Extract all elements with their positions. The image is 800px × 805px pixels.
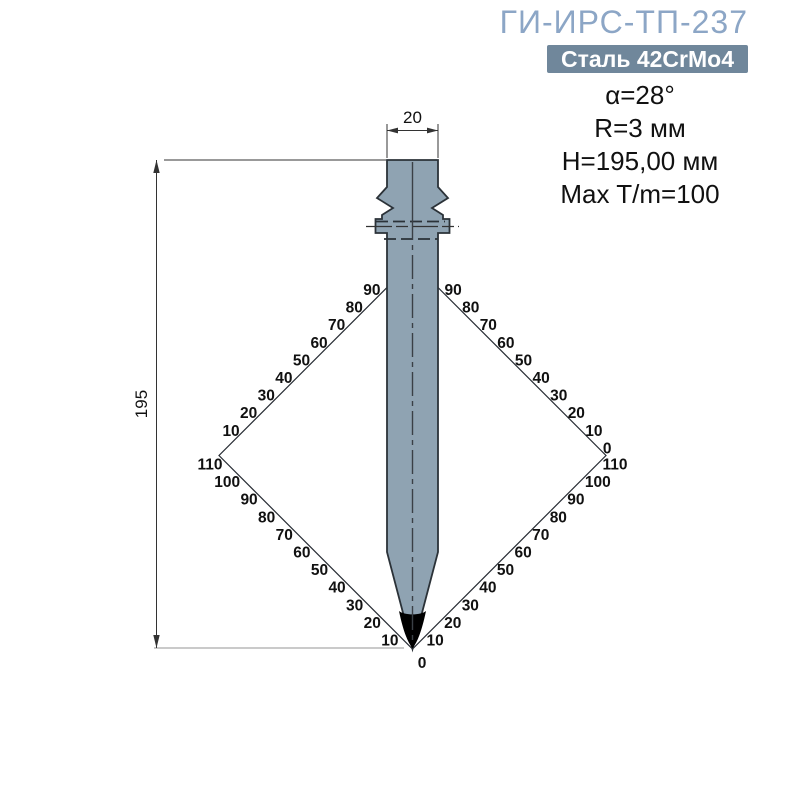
arrow-up-icon <box>153 160 160 173</box>
scale-label: 70 <box>480 317 497 334</box>
scale-label: 0 <box>603 440 612 457</box>
width-dimension-label: 20 <box>403 108 422 127</box>
scale-label: 110 <box>603 457 628 474</box>
scale-label: 10 <box>427 633 444 650</box>
scale-label: 20 <box>568 405 585 422</box>
tip-zero-label: 0 <box>418 655 427 672</box>
scale-label: 50 <box>293 352 310 369</box>
scale-label: 10 <box>585 423 602 440</box>
tonnage-scale-labels: 9080706050403020109080706050403020100110… <box>197 282 627 650</box>
scale-label: 110 <box>197 457 222 474</box>
height-dimension: 195 <box>132 159 404 649</box>
arrow-down-icon <box>153 635 160 648</box>
scale-label: 40 <box>533 370 550 387</box>
scale-label: 40 <box>275 370 292 387</box>
scale-label: 80 <box>462 300 479 317</box>
scale-label: 10 <box>222 423 239 440</box>
scale-label: 90 <box>363 282 380 299</box>
scale-label: 60 <box>310 335 327 352</box>
scale-label: 60 <box>497 335 514 352</box>
scale-label: 30 <box>550 388 567 405</box>
arrow-right-icon <box>427 127 438 134</box>
spec-height: H=195,00 мм <box>561 146 719 176</box>
scale-label: 30 <box>258 388 275 405</box>
material-badge: Сталь 42CrMo4 <box>547 45 748 73</box>
page-title: ГИ-ИРС-ТП-237 <box>499 4 748 40</box>
scale-label: 20 <box>444 615 461 632</box>
scale-label: 10 <box>381 633 398 650</box>
spec-list: α=28° R=3 мм H=195,00 мм Max T/m=100 <box>480 79 800 211</box>
height-dimension-label: 195 <box>132 390 151 418</box>
spec-angle: α=28° <box>605 80 675 110</box>
arrow-left-icon <box>387 127 398 134</box>
scale-label: 90 <box>567 492 584 509</box>
scale-label: 100 <box>585 474 611 491</box>
scale-label: 80 <box>346 300 363 317</box>
scale-label: 50 <box>515 352 532 369</box>
scale-label: 50 <box>497 562 514 579</box>
scale-label: 100 <box>214 474 240 491</box>
scale-label: 20 <box>364 615 381 632</box>
spec-max-tonnage: Max T/m=100 <box>560 179 720 209</box>
scale-label: 80 <box>258 509 275 526</box>
scale-label: 30 <box>346 597 363 614</box>
punch-tool <box>366 159 459 653</box>
scale-label: 40 <box>479 580 496 597</box>
scale-label: 90 <box>240 492 257 509</box>
scale-label: 40 <box>328 580 345 597</box>
scale-label: 70 <box>276 527 293 544</box>
scale-label: 70 <box>328 317 345 334</box>
scale-label: 20 <box>240 405 257 422</box>
scale-label: 50 <box>311 562 328 579</box>
scale-label: 70 <box>532 527 549 544</box>
spec-radius: R=3 мм <box>594 113 686 143</box>
scale-label: 80 <box>550 509 567 526</box>
scale-label: 30 <box>462 597 479 614</box>
scale-label: 90 <box>445 282 462 299</box>
scale-label: 60 <box>515 545 532 562</box>
scale-label: 60 <box>293 545 310 562</box>
width-dimension: 20 <box>386 108 439 158</box>
